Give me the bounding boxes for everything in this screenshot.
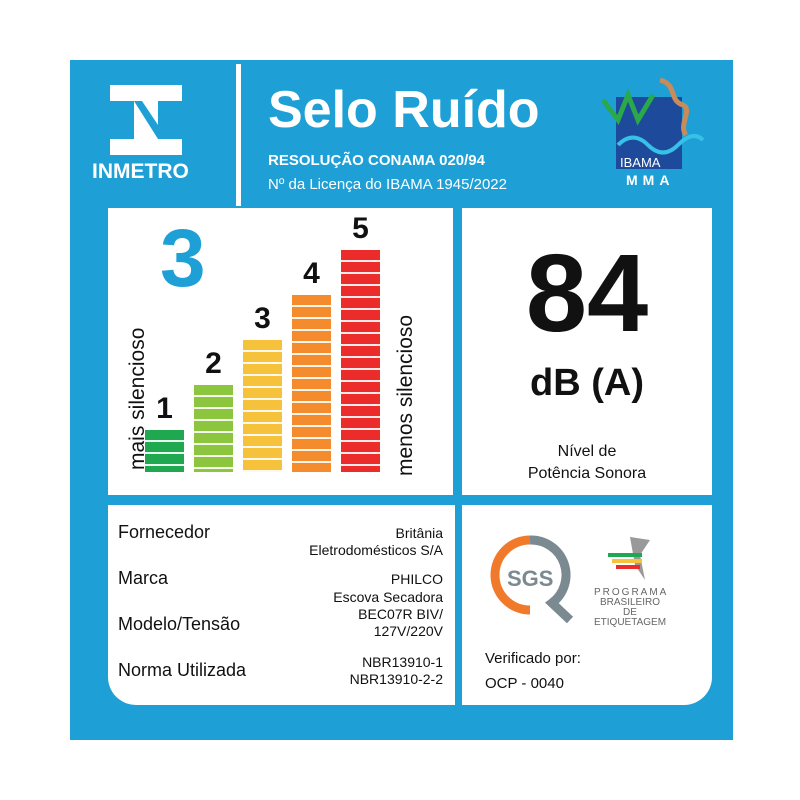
mma-text: MMA	[626, 172, 675, 188]
value-line: Eletrodomésticos S/A	[309, 542, 443, 558]
sound-desc-1: Nível de	[557, 443, 617, 460]
label-modelo: Modelo/Tensão	[118, 614, 241, 634]
cert-panel	[462, 505, 712, 705]
scale-bar-1	[145, 430, 184, 472]
value-line: NBR13910-2-2	[349, 671, 443, 687]
pbe-text: ETIQUETAGEM	[594, 617, 667, 628]
pbe-logo-icon	[600, 535, 660, 585]
label-marca: Marca	[118, 568, 169, 588]
scale-bar-5	[341, 250, 380, 472]
resolution-text: RESOLUÇÃO CONAMA 020/94	[268, 152, 485, 169]
scale-bar-4	[292, 295, 331, 472]
verified-label: Verificado por:	[485, 650, 581, 667]
page-title: Selo Ruído	[268, 81, 540, 139]
scale-bar-2	[194, 385, 233, 472]
label-norma: Norma Utilizada	[118, 660, 247, 680]
sgs-logo-icon: SGS	[490, 535, 580, 625]
right-scale-label: menos silencioso	[394, 314, 417, 476]
divider	[236, 64, 241, 206]
inmetro-logo-icon	[110, 85, 182, 155]
rating-value: 3	[160, 213, 206, 304]
scale-bar-label: 3	[254, 302, 271, 335]
value-line: NBR13910-1	[362, 654, 443, 670]
value-norma: NBR13910-1 NBR13910-2-2	[350, 654, 443, 688]
ocp-code: OCP - 0040	[485, 675, 564, 692]
value-line: PHILCO	[390, 571, 443, 587]
sound-panel	[462, 208, 712, 495]
ibama-logo-icon: IBAMA MMA	[598, 75, 708, 195]
pbe-text: BRASILEIRO DE	[599, 597, 661, 618]
value-fornecedor: Britânia Eletrodomésticos S/A	[309, 525, 443, 559]
license-text: Nº da Licença do IBAMA 1945/2022	[268, 176, 507, 193]
value-line: BEC07R BIV/	[358, 606, 443, 622]
value-marca: PHILCO	[391, 571, 443, 588]
scale-bar-3	[243, 340, 282, 472]
label-fornecedor: Fornecedor	[118, 522, 211, 542]
value-line: Britânia	[395, 525, 443, 541]
info-panel	[108, 505, 455, 705]
scale-bar-label: 2	[205, 347, 222, 380]
inmetro-brand: INMETRO	[92, 160, 189, 183]
sound-unit: dB (A)	[530, 362, 644, 404]
sgs-text: SGS	[507, 566, 553, 591]
sound-value: 84	[525, 232, 649, 355]
scale-bar-label: 5	[352, 212, 369, 245]
pbe-text: PROGRAMA	[594, 587, 669, 598]
value-modelo: Escova Secadora BEC07R BIV/127V/220V	[333, 589, 443, 640]
scale-bar-label: 1	[156, 392, 173, 425]
value-line: 127V/220V	[373, 623, 443, 639]
ibama-text: IBAMA	[620, 155, 661, 170]
value-line: Escova Secadora	[333, 589, 443, 605]
sound-desc-2: Potência Sonora	[527, 465, 647, 482]
scale-bar-label: 4	[303, 257, 320, 290]
